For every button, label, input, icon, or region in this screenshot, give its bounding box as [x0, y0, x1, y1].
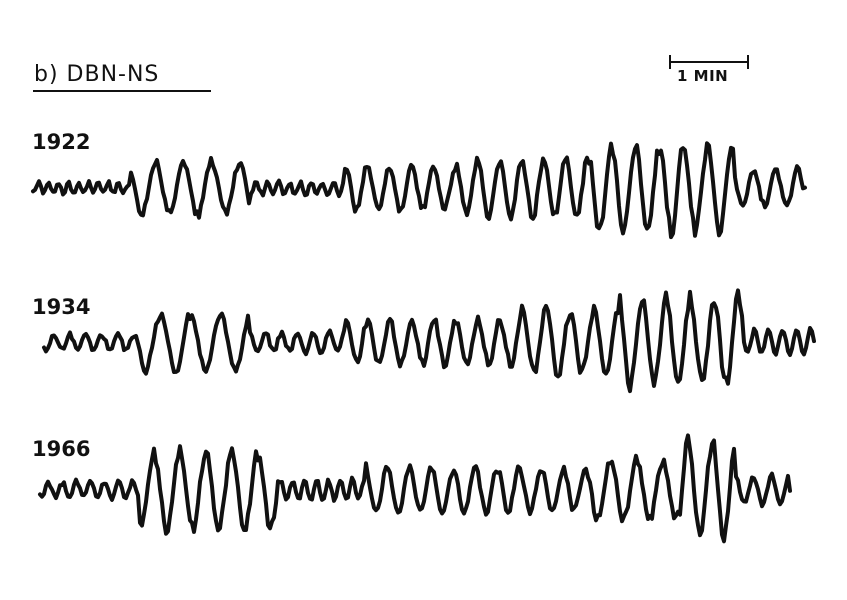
seismogram-trace-1934	[42, 288, 816, 394]
trace-label-1922: 1922	[32, 130, 91, 154]
scale-bar-label: 1 MIN	[677, 67, 729, 85]
panel-title: b) DBN-NS	[34, 62, 160, 87]
trace-label-1966: 1966	[32, 437, 91, 461]
trace-label-1934: 1934	[32, 295, 91, 319]
seismogram-trace-1966	[38, 433, 792, 544]
seismogram-trace-1922	[31, 141, 807, 240]
scale-bar	[669, 55, 749, 69]
panel-title-underline	[33, 90, 211, 92]
